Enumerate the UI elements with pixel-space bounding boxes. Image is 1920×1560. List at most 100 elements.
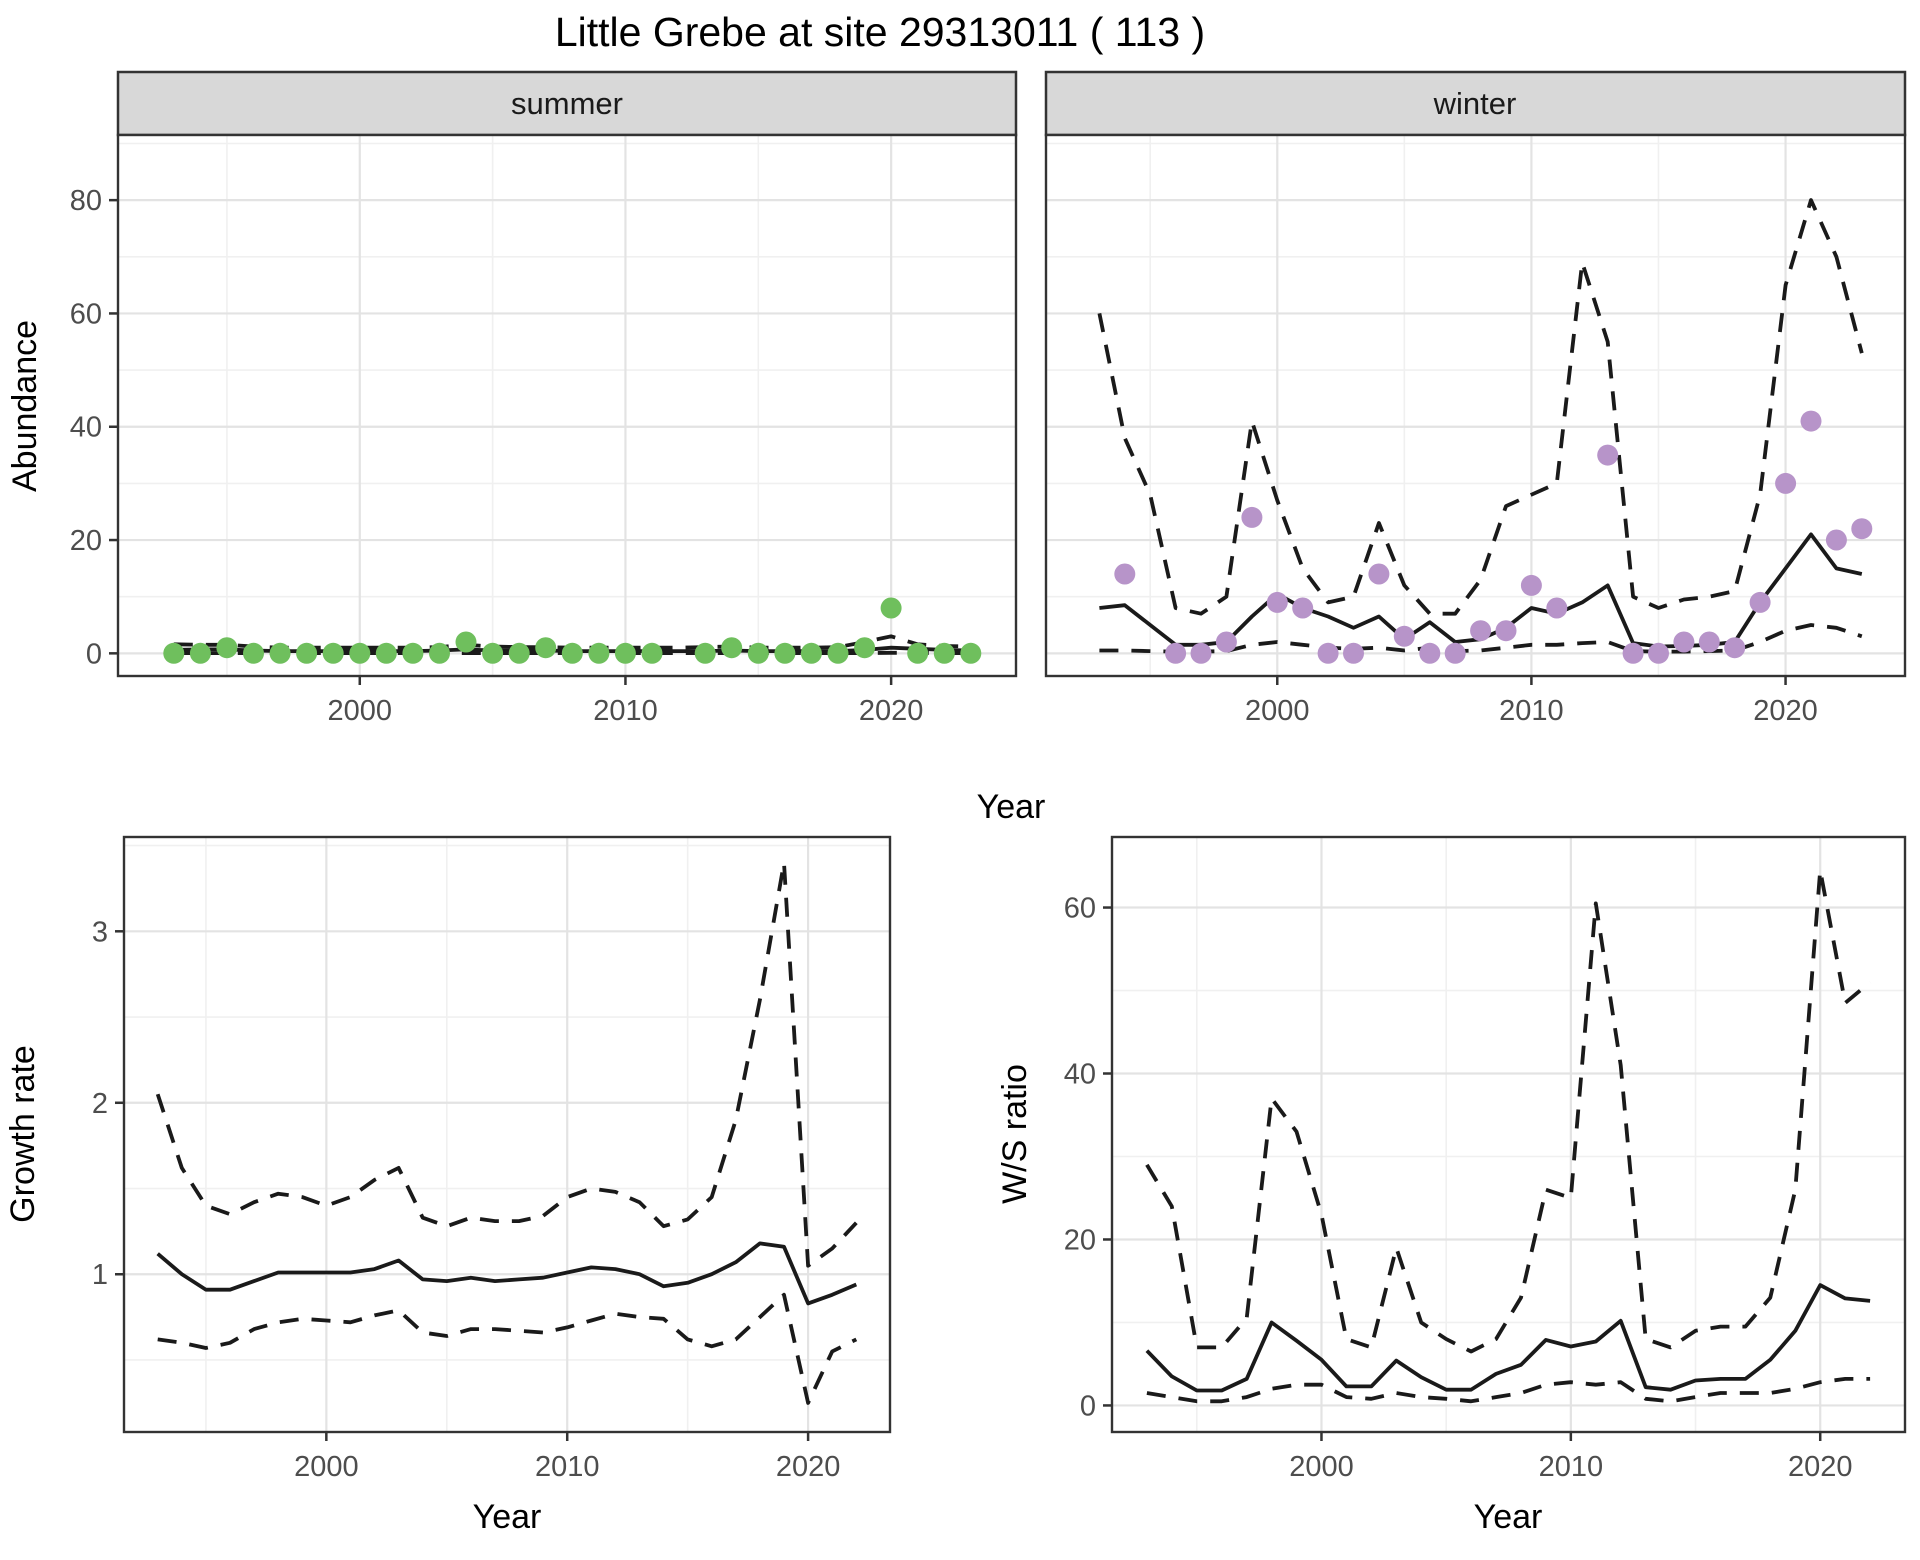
summer-abundance-y-tick-label: 80 (70, 185, 102, 217)
winter-abundance-x-tick-label: 2000 (1245, 695, 1310, 727)
ws-ratio-y-tick-label: 40 (1064, 1059, 1096, 1091)
y-axis-title-abundance: Abundance (6, 320, 44, 492)
summer-abundance-y-tick-label: 0 (86, 638, 102, 670)
growth-rate-y-tick-label: 3 (92, 916, 108, 948)
summer-abundance-observed-point (907, 642, 929, 664)
growth-rate-y-tick-label: 2 (92, 1088, 108, 1120)
summer-abundance-observed-point (243, 642, 264, 664)
summer-abundance-observed-point (614, 642, 636, 664)
winter-abundance-observed-point (1241, 506, 1263, 528)
winter-abundance-x-tick-label: 2020 (1753, 695, 1818, 727)
summer-abundance-observed-point (641, 642, 663, 664)
chart-title: Little Grebe at site 29313011 ( 113 ) (555, 9, 1205, 55)
winter-abundance-observed-point (1215, 631, 1237, 653)
summer-abundance-y-tick-label: 60 (70, 298, 102, 330)
winter-abundance-observed-point (1292, 597, 1314, 619)
winter-abundance-observed-point (1724, 637, 1746, 659)
winter-abundance-observed-point (1368, 563, 1390, 585)
growth-rate-lower-ci-line (157, 1292, 858, 1405)
summer-abundance-observed-point (694, 642, 716, 664)
ws-ratio-fitted-line (1145, 1283, 1871, 1393)
summer-abundance-observed-point (880, 597, 902, 619)
facet-strip-winter-bg (1044, 70, 1907, 137)
winter-abundance-observed-point (1673, 631, 1695, 653)
ws-ratio-x-tick-label: 2010 (1539, 1451, 1604, 1483)
winter-abundance-x-tick-label: 2010 (1499, 695, 1564, 727)
winter-abundance-observed-point (1851, 518, 1873, 540)
summer-abundance-observed-point (535, 637, 557, 659)
ws-ratio-panel-bg (1112, 837, 1905, 1432)
x-axis-title-year-bottom-left: Year (473, 1498, 542, 1536)
summer-abundance-x-tick-label: 2020 (859, 695, 924, 727)
winter-abundance-upper-ci-line (1097, 198, 1864, 616)
facet-strip-summer-bg (116, 70, 1018, 137)
winter-abundance-observed-point (1419, 642, 1441, 664)
summer-abundance-y-tick-label: 20 (70, 525, 102, 557)
growth-rate-upper-ci-line (155, 860, 858, 1268)
winter-abundance-observed-point (1317, 642, 1339, 664)
winter-abundance-observed-point (1622, 642, 1644, 664)
ws-ratio-panel-border (1110, 835, 1907, 1434)
winter-abundance-observed-point (1114, 563, 1136, 585)
summer-abundance-panel-bg (118, 135, 1016, 676)
ws-ratio-y-tick-label: 20 (1064, 1224, 1096, 1256)
summer-abundance-observed-point (402, 642, 424, 664)
summer-abundance-observed-point (269, 642, 291, 664)
summer-abundance-observed-point (588, 642, 610, 664)
summer-abundance-observed-point (561, 642, 583, 664)
summer-abundance-observed-point (455, 631, 477, 653)
growth-rate-x-tick-label: 2010 (535, 1451, 600, 1483)
winter-abundance-observed-point (1520, 574, 1542, 596)
summer-abundance-observed-point (429, 642, 450, 664)
winter-abundance-observed-point (1775, 472, 1797, 494)
summer-abundance-observed-point (827, 642, 849, 664)
winter-abundance-observed-point (1495, 620, 1517, 642)
winter-abundance-observed-point (1749, 591, 1771, 613)
panel-ws-ratio: 2000 2010 2020 0 20 40 60 (1064, 835, 1907, 1483)
ws-ratio-lower-ci-line (1146, 1377, 1871, 1404)
y-axis-title-ws-ratio: W/S ratio (996, 1064, 1034, 1204)
winter-abundance-observed-point (1266, 591, 1288, 613)
panel-summer-abundance: 2000 2010 2020 0 20 40 60 80 (70, 133, 1018, 727)
summer-abundance-observed-point (721, 637, 743, 659)
winter-abundance-observed-point (1698, 631, 1720, 653)
winter-abundance-observed-point (1470, 620, 1492, 642)
x-axis-title-year-top: Year (977, 788, 1046, 826)
summer-abundance-observed-point (349, 642, 371, 664)
facet-strip-winter: winter (1044, 70, 1907, 137)
summer-abundance-panel-border (116, 133, 1018, 678)
facet-strip-winter-label: winter (1433, 86, 1517, 121)
ws-ratio-y-tick-label: 60 (1064, 893, 1096, 925)
ws-ratio-x-tick-label: 2020 (1788, 1451, 1853, 1483)
winter-abundance-observed-point (1190, 642, 1212, 664)
summer-abundance-y-tick-label: 40 (70, 412, 102, 444)
facet-strip-summer: summer (116, 70, 1018, 137)
summer-abundance-observed-point (375, 642, 397, 664)
panel-winter-abundance: 2000 2010 2020 (1044, 133, 1907, 727)
summer-abundance-observed-point (189, 642, 211, 664)
summer-abundance-x-tick-label: 2000 (328, 695, 393, 727)
summer-abundance-observed-point (322, 642, 344, 664)
growth-rate-x-tick-label: 2020 (776, 1451, 841, 1483)
summer-abundance-x-tick-label: 2010 (593, 695, 658, 727)
growth-rate-x-tick-label: 2000 (294, 1451, 359, 1483)
summer-abundance-observed-point (163, 642, 185, 664)
x-axis-title-year-bottom-right: Year (1474, 1498, 1543, 1536)
y-axis-title-growth-rate: Growth rate (4, 1045, 42, 1223)
panel-growth-rate: 2000 2010 2020 1 2 3 (92, 835, 892, 1483)
summer-abundance-observed-point (747, 642, 769, 664)
summer-abundance-observed-point (933, 642, 955, 664)
summer-abundance-observed-point (800, 642, 822, 664)
winter-abundance-observed-point (1800, 410, 1822, 432)
ws-ratio-x-tick-label: 2000 (1289, 1451, 1354, 1483)
growth-rate-fitted-line (156, 1241, 858, 1306)
summer-abundance-observed-point (216, 637, 238, 659)
winter-abundance-panel-border (1044, 133, 1907, 678)
ws-ratio-y-tick-label: 0 (1080, 1390, 1096, 1422)
growth-rate-y-tick-label: 1 (92, 1259, 108, 1291)
summer-abundance-observed-point (508, 642, 530, 664)
winter-abundance-observed-point (1825, 529, 1847, 551)
winter-abundance-observed-point (1444, 642, 1466, 664)
